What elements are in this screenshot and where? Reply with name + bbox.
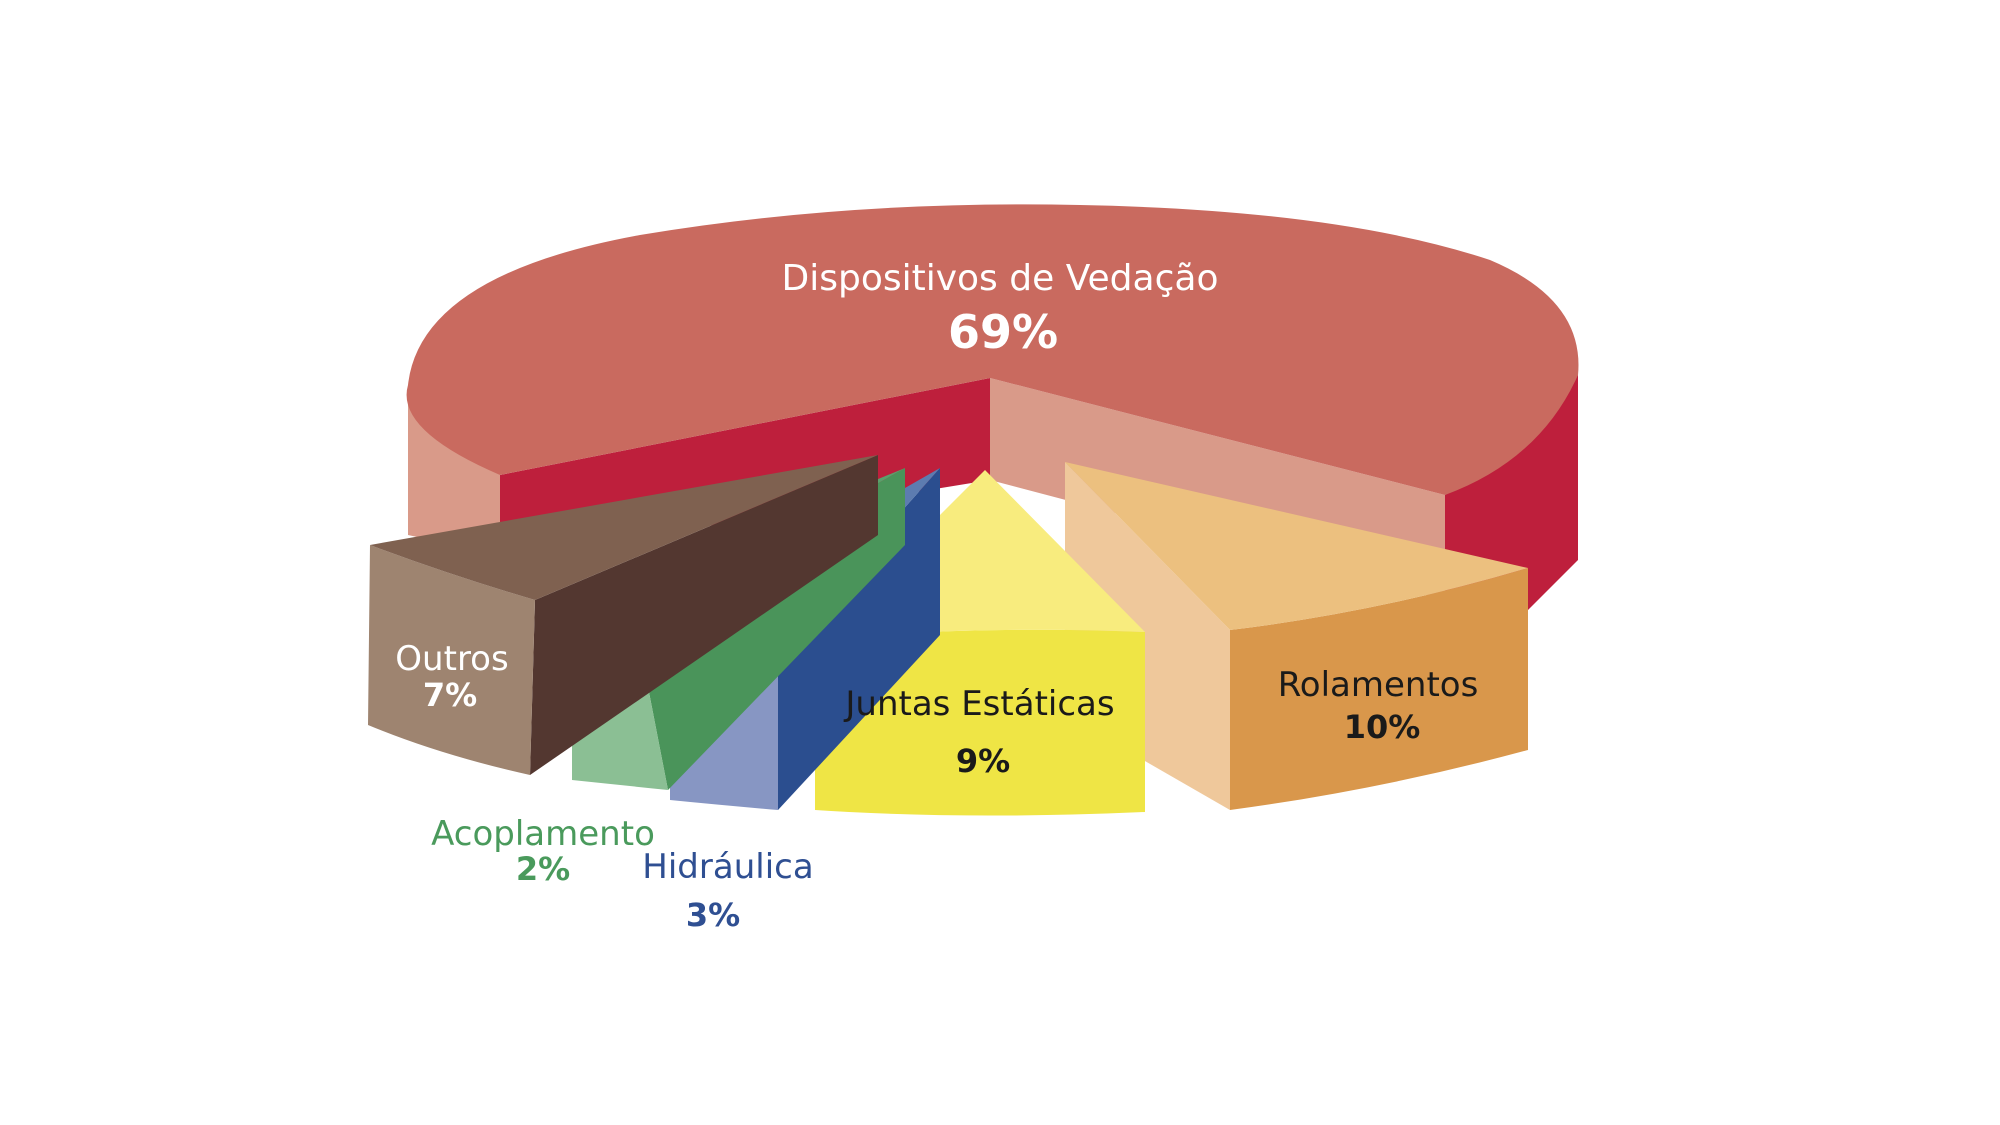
- slice-outros-side: [368, 545, 535, 775]
- slice-rolamentos: [1065, 462, 1528, 810]
- label-juntas-value: 9%: [956, 742, 1010, 780]
- label-dispositivos-value: 69%: [948, 305, 1058, 359]
- label-outros-value: 7%: [423, 676, 477, 714]
- label-outros: Outros 7%: [395, 639, 508, 714]
- label-rolamentos: Rolamentos 10%: [1278, 665, 1479, 746]
- slice-outros: [368, 455, 878, 775]
- label-dispositivos-de-vedacao: Dispositivos de Vedação 69%: [782, 258, 1219, 359]
- slice-dispositivos-top: [406, 204, 1579, 495]
- label-acoplamento-name: Acoplamento: [431, 814, 655, 854]
- slice-outros-inner: [530, 455, 878, 775]
- label-juntas-estaticas: Juntas Estáticas 9%: [843, 684, 1114, 780]
- label-rolamentos-name: Rolamentos: [1278, 665, 1479, 705]
- label-acoplamento-value: 2%: [516, 850, 570, 888]
- label-hidraulica-value: 3%: [686, 896, 740, 934]
- slice-outros-top: [370, 455, 878, 600]
- slice-rolamentos-side: [1230, 568, 1528, 810]
- slice-rolamentos-top: [1065, 462, 1528, 630]
- label-acoplamento: Acoplamento 2%: [431, 814, 655, 888]
- label-rolamentos-value: 10%: [1344, 708, 1421, 746]
- label-juntas-name: Juntas Estáticas: [843, 684, 1114, 724]
- label-hidraulica: Hidráulica 3%: [642, 847, 813, 934]
- label-outros-name: Outros: [395, 639, 508, 679]
- slice-hidraulica-inner: [778, 468, 940, 810]
- label-hidraulica-name: Hidráulica: [642, 847, 813, 887]
- label-dispositivos-name: Dispositivos de Vedação: [782, 258, 1219, 299]
